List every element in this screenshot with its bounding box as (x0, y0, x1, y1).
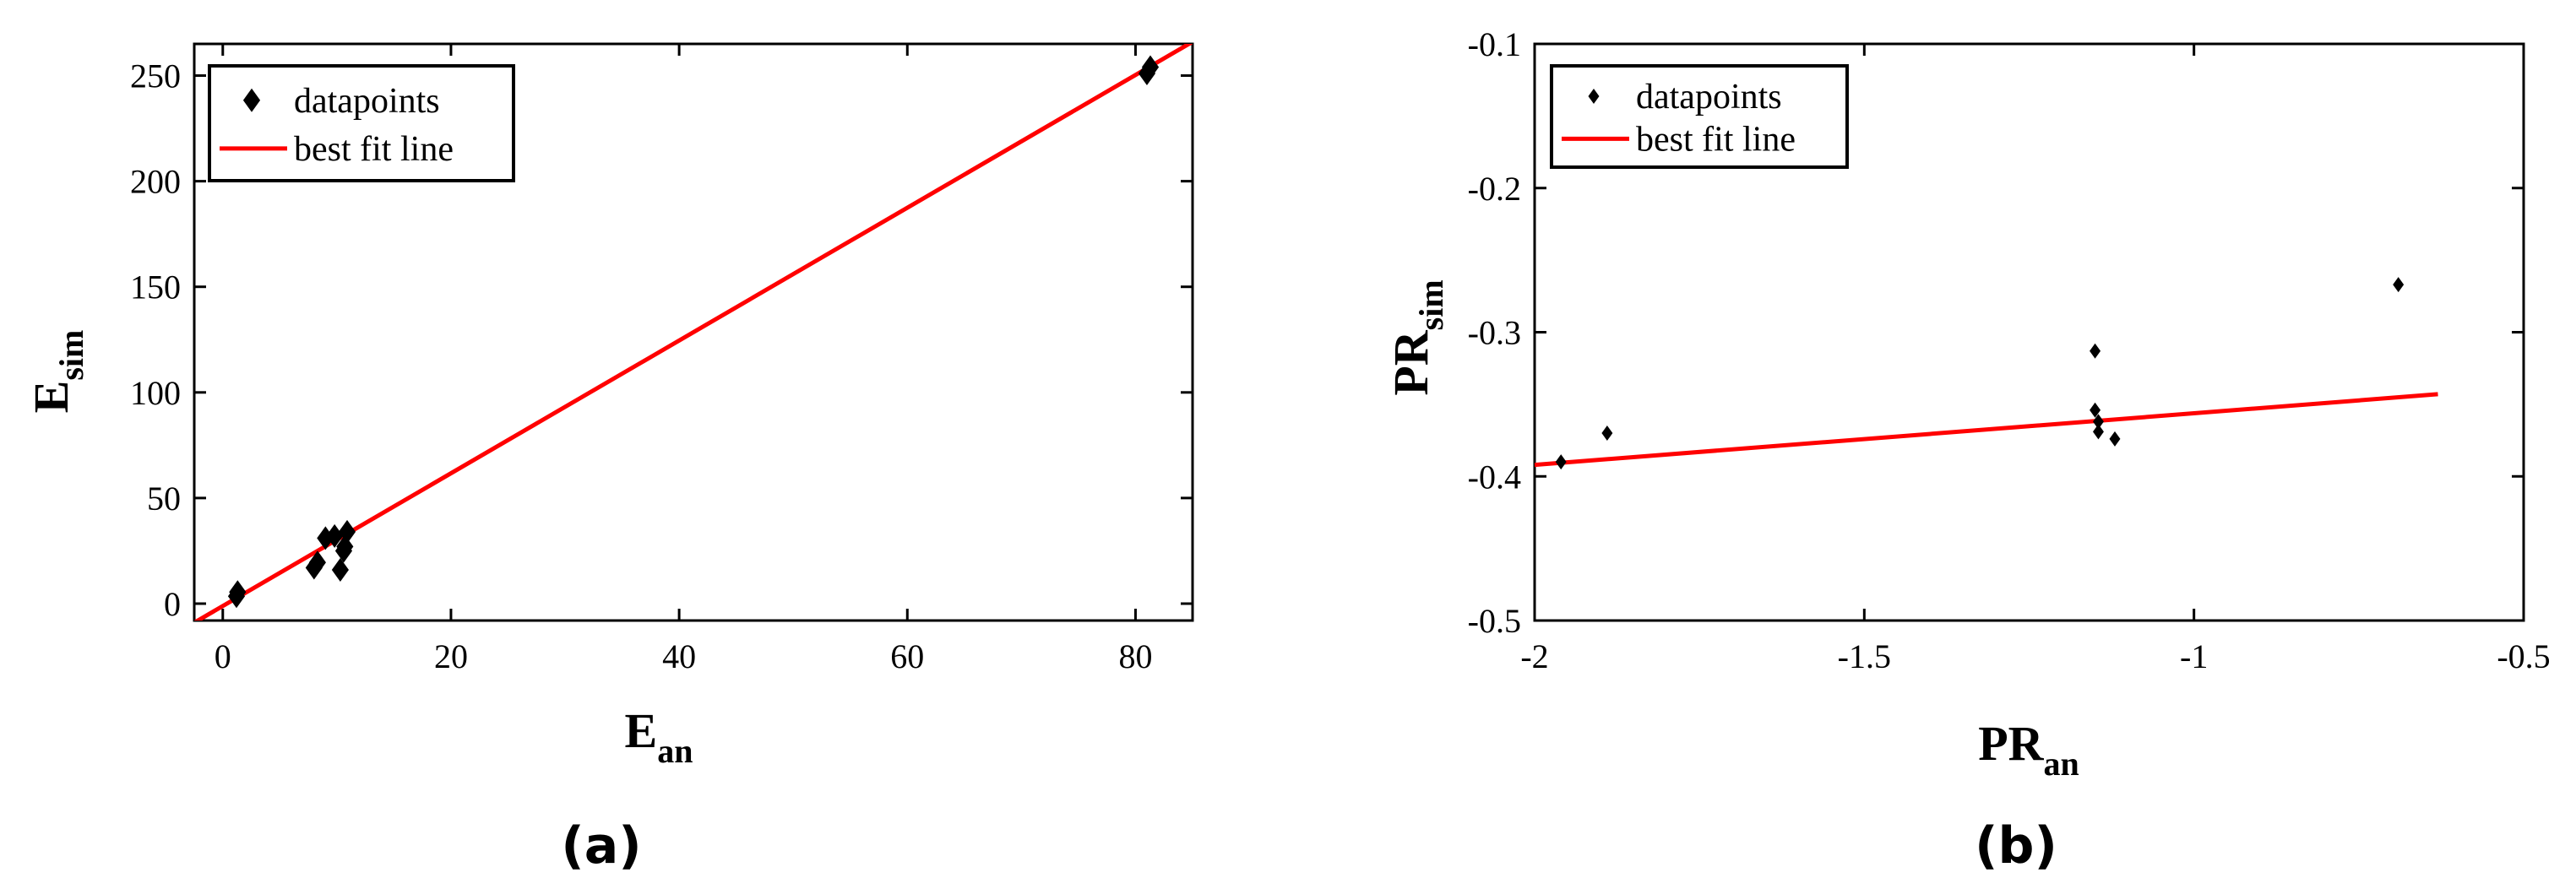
data-point (2092, 424, 2104, 440)
data-point (308, 550, 326, 575)
panel-caption: (a) (561, 816, 641, 875)
data-point (2109, 431, 2121, 447)
x-axis-label-main: E (625, 703, 658, 758)
data-point (2090, 402, 2101, 418)
legend-label: datapoints (294, 82, 440, 121)
x-tick-label: 40 (662, 637, 696, 675)
y-axis-label-sub: sim (52, 330, 90, 381)
legend-symbol-datapoints (1588, 89, 1600, 104)
plot-area-frame (193, 42, 1194, 622)
y-tick-label: 150 (130, 268, 181, 306)
y-tick-label: 50 (147, 480, 181, 518)
y-tick-label: -0.4 (1468, 458, 1521, 496)
y-axis-label: Esim (24, 330, 90, 414)
data-point (2393, 277, 2405, 293)
x-tick-label: 60 (890, 637, 924, 675)
x-tick-label: -0.5 (2497, 637, 2550, 675)
y-axis-label: PRsim (1383, 279, 1450, 395)
data-point (1601, 426, 1613, 442)
x-tick-label: 20 (434, 637, 468, 675)
data-point (1555, 454, 1567, 470)
x-axis-label-sub: an (2044, 745, 2079, 783)
x-tick-label: 80 (1118, 637, 1152, 675)
data-point (326, 523, 344, 548)
y-tick-label: -0.1 (1468, 25, 1521, 63)
legend-box (208, 64, 515, 182)
legend-box (1550, 64, 1849, 169)
y-tick-label: -0.5 (1468, 602, 1521, 640)
y-tick-label: -0.3 (1468, 314, 1521, 352)
data-point (331, 557, 349, 582)
chart-panel-a: 0 20 40 60 80 0 50 100 150 200 250 datapoints best f… (24, 42, 1194, 875)
panel-caption: (b) (1975, 816, 2057, 875)
data-point (2090, 343, 2101, 359)
x-tick-label: 0 (215, 637, 231, 675)
best-fit-line (1535, 392, 2438, 468)
data-point (1141, 55, 1160, 79)
data-point (229, 580, 247, 604)
data-point (338, 519, 356, 544)
data-point (2092, 414, 2104, 430)
legend-label: datapoints (1636, 78, 1782, 117)
legend-label: best fit line (1636, 120, 1796, 159)
y-tick-label: 250 (130, 57, 181, 95)
y-tick-label: 100 (130, 374, 181, 412)
best-fit-line (194, 44, 1193, 621)
y-axis-label-main: PR (1383, 329, 1438, 395)
y-axis-label-sub: sim (1412, 279, 1450, 330)
x-tick-label: -2 (1520, 637, 1548, 675)
x-axis-label-sub: an (657, 732, 693, 770)
chart-panel-b: -2 -1.5 -1 -0.5 -0.5 -0.4 -0.3 -0.2 -0.1 datapoin… (1383, 25, 2551, 875)
x-axis-label: PRan (1978, 716, 2079, 783)
y-tick-label: 200 (130, 163, 181, 201)
data-layer (1535, 277, 2438, 470)
x-tick-label: -1.5 (1838, 637, 1891, 675)
y-tick-label: -0.2 (1468, 170, 1521, 208)
x-axis-label: Ean (625, 703, 693, 770)
legend-label: best fit line (294, 130, 454, 169)
y-axis-label-main: E (24, 381, 79, 414)
data-layer (194, 44, 1193, 621)
y-tick-label: 0 (164, 585, 181, 623)
x-tick-label: -1 (2180, 637, 2208, 675)
x-axis-label-main: PR (1978, 716, 2044, 771)
legend-symbol-datapoints (242, 88, 261, 112)
